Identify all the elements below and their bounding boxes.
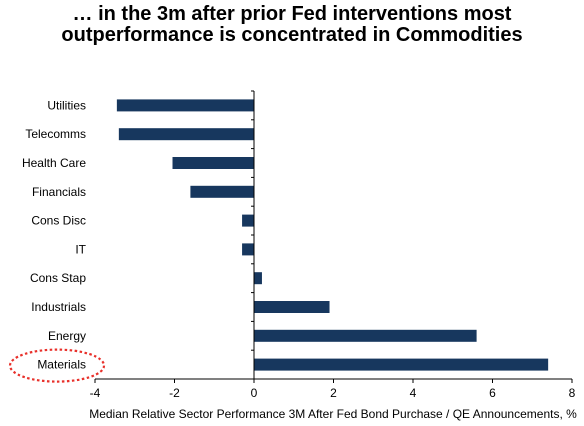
bar-financials	[190, 185, 254, 198]
chart-title-line2: outperformance is concentrated in Commod…	[61, 24, 523, 46]
x-tick-label: 0	[251, 386, 258, 400]
x-tick-label: 6	[489, 386, 496, 400]
chart-title-line1: … in the 3m after prior Fed intervention…	[72, 3, 512, 25]
axes-group	[94, 90, 573, 383]
bar-energy	[254, 329, 477, 342]
category-label: Materials	[37, 358, 86, 372]
x-tick-label: -4	[90, 386, 101, 400]
x-tick-label: -2	[169, 386, 180, 400]
bar-cons-stap	[254, 272, 262, 285]
bar-utilities	[116, 99, 254, 112]
chart-title: … in the 3m after prior Fed intervention…	[0, 4, 584, 46]
highlight-ellipse	[8, 348, 106, 383]
bar-telecomms	[118, 128, 254, 141]
bar-cons-disc	[242, 214, 254, 227]
bar-industrials	[254, 301, 330, 313]
bar-health-care	[172, 157, 254, 169]
x-tick-label: 4	[410, 386, 417, 400]
category-label: IT	[75, 242, 86, 256]
category-label: Utilities	[47, 98, 86, 112]
category-label: Financials	[32, 185, 86, 199]
x-tick-label: 8	[569, 386, 576, 400]
category-label: Telecomms	[25, 127, 86, 141]
bar-it	[242, 243, 254, 256]
category-labels-group: Utilities Telecomms Health Care Financials C…	[22, 98, 87, 371]
x-axis-label: Median Relative Sector Performance 3M Af…	[89, 407, 577, 421]
category-label: Industrials	[31, 300, 86, 314]
x-tick-label: 2	[330, 386, 337, 400]
category-label: Cons Stap	[30, 271, 86, 285]
category-label: Energy	[48, 329, 86, 343]
tick-labels-group: -4 -2 0 2 4 6 8	[90, 386, 576, 400]
category-label: Health Care	[22, 156, 86, 170]
category-label: Cons Disc	[31, 214, 86, 228]
bars-group	[116, 99, 549, 371]
bar-materials	[254, 358, 549, 371]
